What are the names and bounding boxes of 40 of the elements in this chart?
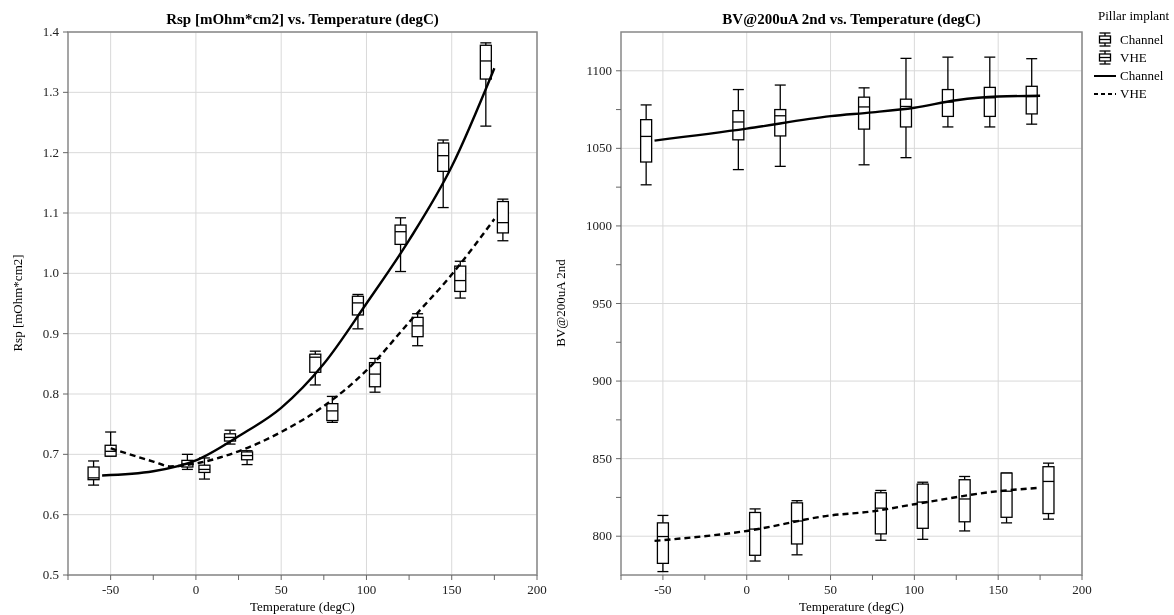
y-tick-label: 0.6 — [42, 506, 60, 522]
y-tick-label: 1.4 — [42, 24, 60, 39]
y-tick-label: 1.1 — [42, 205, 59, 220]
y-tick-label: 1000 — [586, 217, 612, 233]
chart-title: Rsp [mOhm*cm2] vs. Temperature (degC) — [166, 11, 439, 28]
x-axis-title: Temperature (degC) — [250, 599, 355, 614]
x-tick-label: 100 — [356, 582, 377, 597]
legend-label: VHE — [1120, 86, 1147, 101]
y-tick-label: 0.8 — [42, 386, 59, 401]
y-tick-label: 1.3 — [42, 84, 59, 100]
y-tick-label: 0.7 — [42, 446, 60, 462]
x-tick-label: 50 — [274, 582, 288, 597]
y-tick-label: 950 — [592, 295, 612, 311]
y-axis-title: Rsp [mOhm*cm2] — [10, 254, 25, 352]
x-tick-label: 50 — [824, 582, 838, 597]
x-axis-title: Temperature (degC) — [799, 599, 904, 614]
y-tick-label: 900 — [592, 373, 612, 389]
y-tick-label: 1050 — [586, 140, 612, 156]
y-tick-label: 1.0 — [42, 265, 59, 281]
x-tick-label: 0 — [192, 582, 200, 597]
x-tick-label: 150 — [441, 582, 462, 597]
legend-label: Channel — [1120, 32, 1164, 47]
y-tick-label: 0.9 — [42, 325, 59, 341]
x-tick-label: 150 — [988, 582, 1008, 597]
legend-label: VHE — [1120, 50, 1147, 65]
legend-label: Channel — [1120, 68, 1164, 83]
x-tick-label: -50 — [654, 582, 672, 597]
x-tick-label: -50 — [101, 582, 120, 597]
y-tick-label: 800 — [592, 528, 612, 544]
y-tick-label: 1100 — [586, 62, 612, 78]
x-tick-label: 0 — [743, 582, 750, 597]
x-tick-label: 200 — [527, 582, 547, 597]
y-tick-label: 0.5 — [42, 567, 59, 582]
y-tick-label: 850 — [592, 450, 612, 466]
y-tick-label: 1.2 — [42, 144, 59, 160]
x-tick-label: 200 — [1072, 582, 1092, 597]
x-tick-label: 100 — [904, 582, 925, 597]
legend-title: Pillar implant — [1098, 8, 1170, 23]
chart-title: BV@200uA 2nd vs. Temperature (degC) — [722, 11, 981, 28]
y-axis-title: BV@200uA 2nd — [553, 258, 568, 347]
